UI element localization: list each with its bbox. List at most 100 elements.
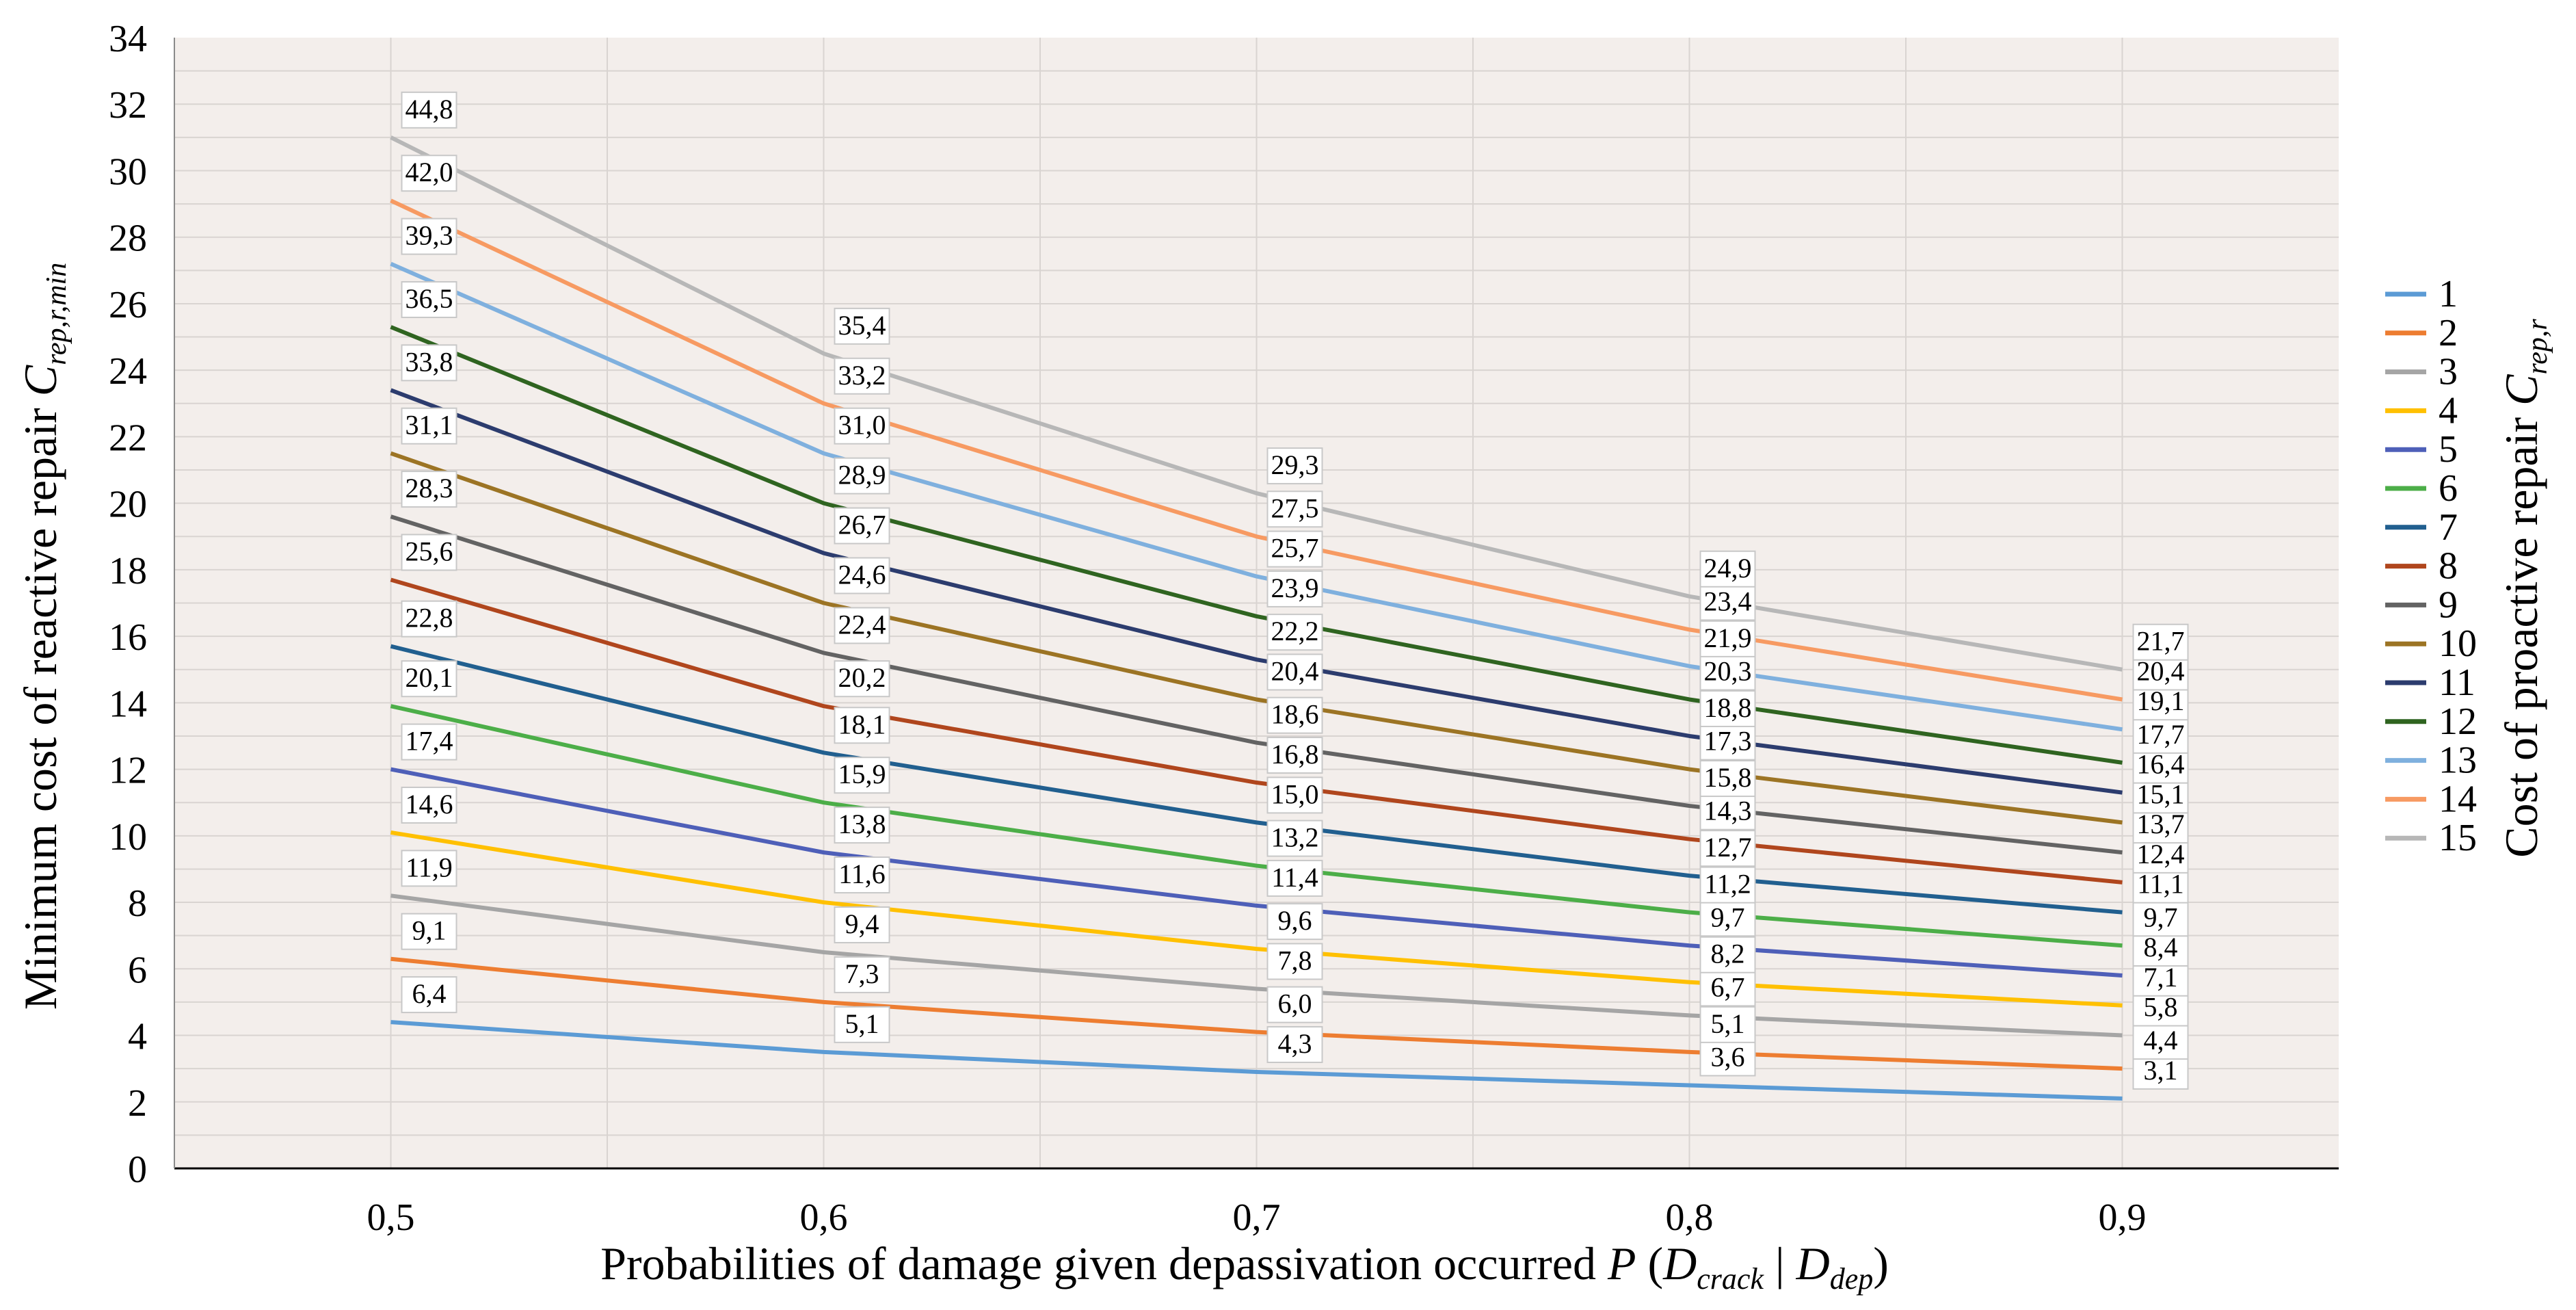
data-label-5-3: 11,4 [1266,859,1323,897]
data-label-box [1699,1039,1756,1077]
data-label-10-1: 31,1 [401,407,457,445]
data-label-box [401,976,457,1014]
legend-item-12: 12 [2385,700,2477,743]
data-label-text: 11,1 [2137,869,2184,900]
data-label-box [1266,776,1323,814]
data-label-text: 11,9 [406,852,453,882]
data-label-text: 9,4 [845,908,879,939]
axes-layer [174,38,2339,1170]
data-label-11-1: 33,8 [401,344,457,382]
data-label-14-3: 27,5 [1266,490,1323,528]
data-label-text: 6,4 [412,978,447,1009]
data-label-box [2132,716,2189,754]
legend-label: 10 [2439,623,2477,665]
x-tick-label: 0,8 [1666,1196,1714,1239]
data-label-box [1699,1006,1756,1043]
series-line-3 [390,893,2123,1038]
data-label-15-2: 35,4 [834,307,890,345]
series-line-7 [390,644,2123,915]
x-axis-title: Probabilities of damage given depassivat… [600,1237,1889,1296]
legend-item-10: 10 [2385,623,2477,665]
data-label-box [1699,653,1756,691]
legend-item-2: 2 [2385,312,2458,354]
data-label-5-1: 17,4 [401,723,457,761]
data-label-10-2: 24,6 [834,557,890,594]
data-label-box [401,913,457,950]
data-label-box [1266,530,1323,568]
data-label-text: 24,9 [1704,553,1752,584]
data-label-2-2: 7,3 [834,956,890,993]
data-label-text: 11,2 [1704,869,1751,900]
y-tick-label: 14 [109,683,147,725]
data-label-6-5: 9,7 [2132,900,2189,937]
data-label-text: 18,1 [838,709,886,739]
data-label-text: 9,6 [1278,905,1312,936]
data-label-text: 25,7 [1271,533,1319,564]
data-label-9-2: 22,4 [834,607,890,644]
data-label-8-1: 25,6 [401,534,457,571]
data-label-14-4: 23,4 [1699,584,1756,621]
data-label-box [1266,696,1323,734]
data-label-text: 17,3 [1704,726,1752,757]
data-label-text: 29,3 [1271,449,1319,480]
y-tick-label: 6 [128,949,147,991]
legend-label: 7 [2439,506,2458,549]
data-label-text: 15,1 [2137,778,2185,809]
data-label-box [1699,969,1756,1007]
data-label-13-2: 31,0 [834,407,890,445]
data-label-6-4: 11,2 [1699,866,1756,904]
data-label-box [401,850,457,887]
data-label-5-2: 13,8 [834,807,890,844]
legend-label: 14 [2439,778,2477,820]
data-label-1-2: 5,1 [834,1006,890,1043]
data-label-text: 8,2 [1711,939,1745,969]
data-label-8-2: 20,2 [834,660,890,698]
data-label-7-1: 22,8 [401,600,457,638]
data-label-4-1: 14,6 [401,786,457,824]
data-label-box [401,155,457,192]
data-label-text: 12,4 [2137,839,2185,869]
data-label-13-1: 39,3 [401,218,457,255]
data-label-box [1266,986,1323,1023]
data-label-text: 9,7 [1711,902,1745,932]
data-label-4-3: 9,6 [1266,903,1323,941]
x-tick-label: 0,6 [800,1196,848,1239]
data-label-box [1699,620,1756,657]
data-label-text: 12,7 [1704,832,1752,863]
data-label-6-1: 20,1 [401,660,457,698]
data-label-text: 26,7 [838,510,886,540]
series-line-4 [390,830,2123,1008]
data-label-text: 33,2 [838,360,886,391]
data-label-9-3: 18,6 [1266,696,1323,734]
data-label-10-5: 15,1 [2132,776,2189,814]
data-label-box [401,218,457,255]
data-label-text: 11,6 [838,859,886,889]
data-label-3-1: 11,9 [401,850,457,887]
data-label-box [834,357,890,395]
data-label-text: 7,1 [2144,962,2178,993]
data-label-box [1266,490,1323,528]
data-label-text: 31,0 [838,410,886,441]
data-label-15-1: 44,8 [401,91,457,129]
data-label-box [401,344,457,382]
legend-label: 11 [2439,661,2475,704]
y-tick-label: 26 [109,284,147,326]
data-label-box [1266,737,1323,774]
data-label-text: 18,8 [1704,692,1752,723]
legend-label: 2 [2439,312,2458,354]
data-label-box [834,457,890,495]
y-tick-label: 12 [109,750,147,792]
series-line-5 [390,767,2123,978]
data-label-text: 20,4 [2137,655,2185,686]
y-tick-label: 32 [109,84,147,127]
data-label-box [1266,1026,1323,1064]
legend-label: 1 [2439,273,2458,315]
data-label-box [834,807,890,844]
data-label-13-3: 25,7 [1266,530,1323,568]
legend-label: 5 [2439,428,2458,471]
data-label-13-4: 21,9 [1699,620,1756,657]
data-label-box [834,660,890,698]
y-tick-label: 22 [109,417,147,459]
